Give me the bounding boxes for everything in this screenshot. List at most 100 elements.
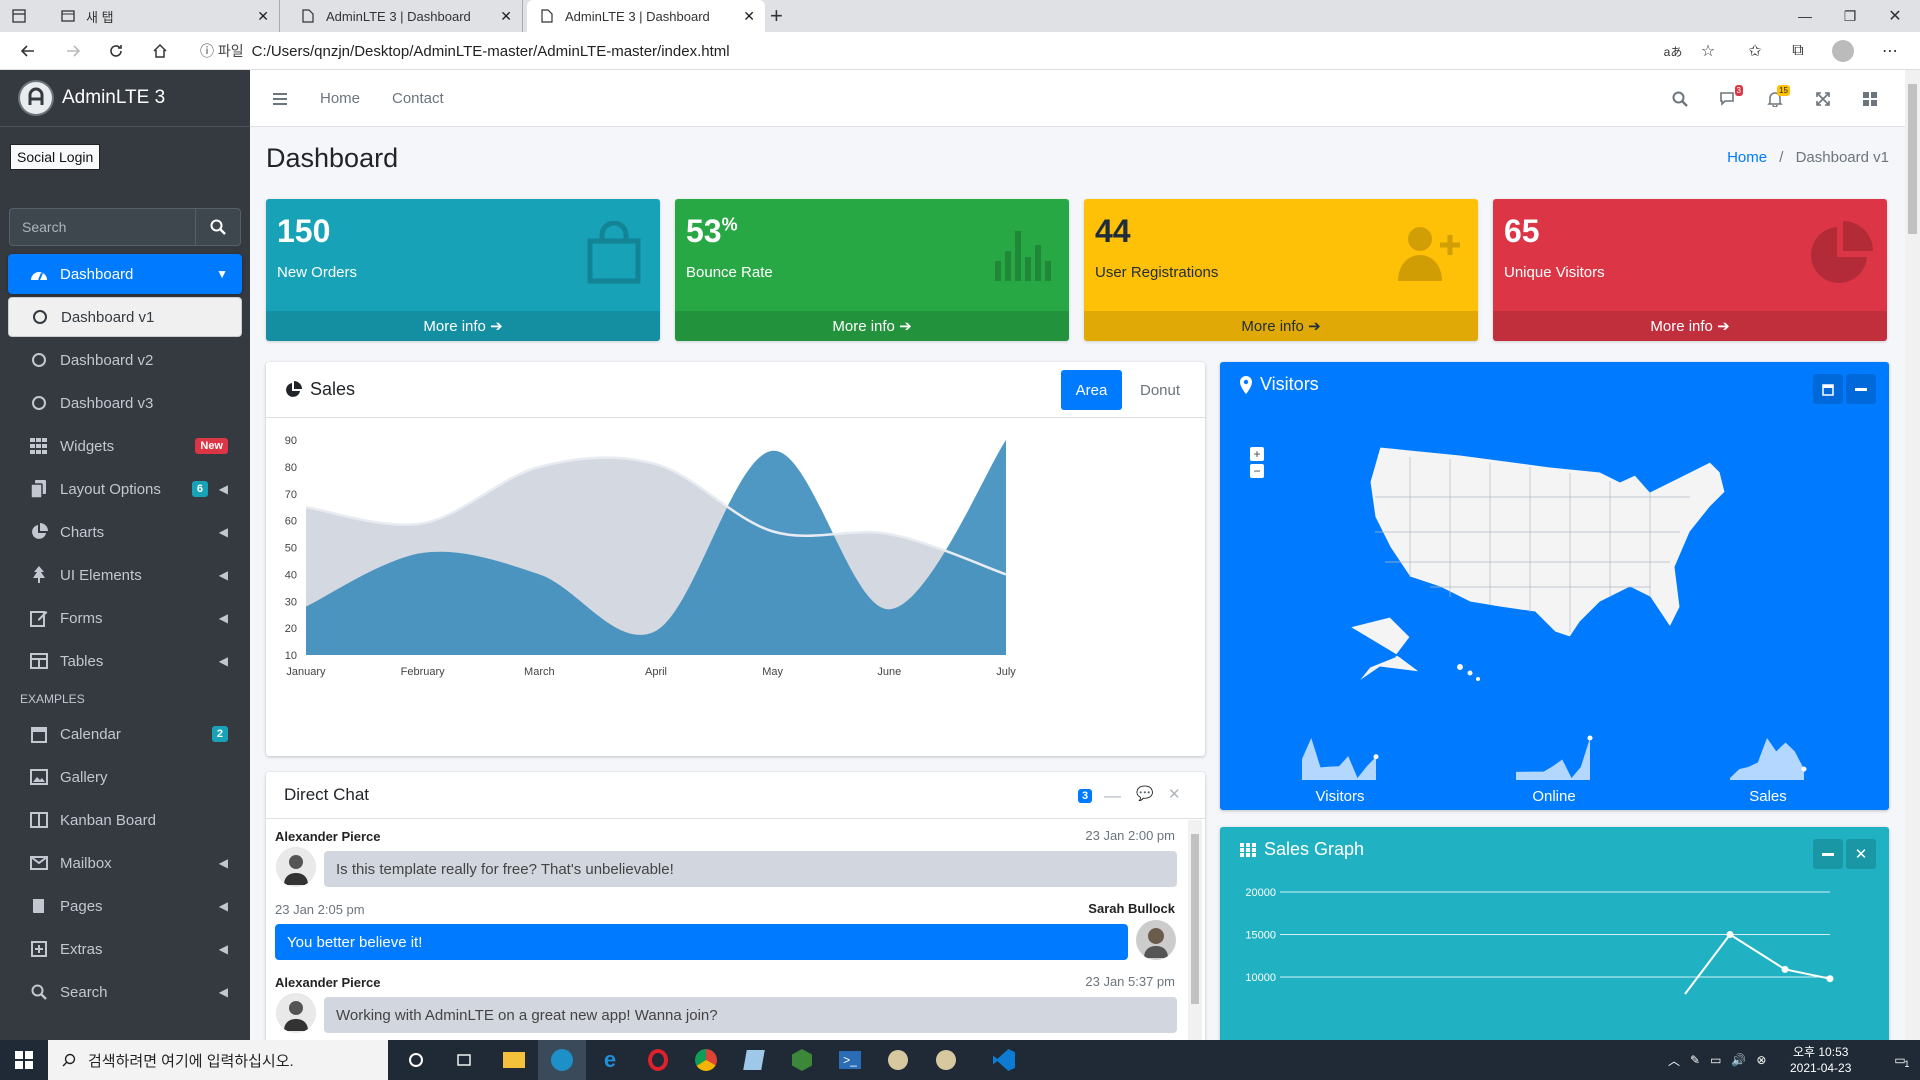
ie-button[interactable]: e: [586, 1040, 634, 1080]
sidebar-item-ui-elements[interactable]: UI Elements ◀: [8, 555, 242, 595]
minimize-button[interactable]: —: [1798, 8, 1812, 24]
restore-button[interactable]: ❐: [1843, 7, 1857, 24]
sidebar-item-layout-options[interactable]: Layout Options 6 ◀: [8, 469, 242, 509]
refresh-button[interactable]: [98, 32, 134, 70]
fullscreen-button[interactable]: [1803, 70, 1843, 127]
back-button[interactable]: [10, 32, 46, 70]
start-button[interactable]: [0, 1040, 48, 1080]
collections-button[interactable]: ⧉: [1783, 36, 1813, 66]
site-info-label[interactable]: ⓘ 파일: [200, 43, 244, 59]
powershell-button[interactable]: >_: [826, 1040, 874, 1080]
sidebar-toggle-button[interactable]: [260, 70, 300, 127]
sidebar-item-label: Forms: [60, 609, 103, 627]
navbar-search-button[interactable]: [1660, 70, 1700, 127]
app-button[interactable]: [922, 1040, 970, 1080]
more-info-link[interactable]: More info ➔: [266, 311, 660, 341]
app-button[interactable]: [874, 1040, 922, 1080]
collapse-chat-button[interactable]: —: [1104, 786, 1121, 805]
profile-button[interactable]: [1828, 36, 1858, 66]
breadcrumb-home-link[interactable]: Home: [1727, 149, 1768, 166]
vscode-button[interactable]: [980, 1040, 1028, 1080]
sidebar-item-gallery[interactable]: Gallery: [8, 757, 242, 797]
sidebar-item-widgets[interactable]: Widgets New: [8, 426, 242, 466]
refresh-icon: [110, 45, 122, 57]
sidebar-item-calendar[interactable]: Calendar 2: [8, 714, 242, 754]
network-icon[interactable]: ▭: [1710, 1053, 1722, 1067]
chevron-up-icon[interactable]: ︿: [1668, 1053, 1681, 1068]
zoom-in-button[interactable]: +: [1250, 447, 1264, 461]
sidebar-item-kanban[interactable]: Kanban Board: [8, 800, 242, 840]
home-button[interactable]: [142, 32, 178, 70]
remove-button[interactable]: ✕: [1846, 839, 1876, 869]
close-tab-icon[interactable]: ✕: [500, 7, 512, 24]
contacts-toggle-icon[interactable]: 💬: [1136, 785, 1154, 801]
taskbar-search[interactable]: 검색하려면 여기에 입력하십시오.: [48, 1040, 388, 1080]
sidebar-item-dashboard[interactable]: Dashboard ▼: [8, 254, 242, 294]
close-tab-icon[interactable]: ✕: [743, 7, 755, 24]
sidebar-item-search[interactable]: Search ◀: [8, 972, 242, 1012]
close-chat-button[interactable]: ✕: [1168, 786, 1181, 803]
favorites-button[interactable]: ✩: [1740, 36, 1770, 66]
social-login-button[interactable]: Social Login: [10, 144, 101, 170]
notification-center-button[interactable]: ▭ 1: [1880, 1040, 1920, 1080]
nodejs-button[interactable]: [778, 1040, 826, 1080]
zoom-out-button[interactable]: −: [1250, 464, 1264, 478]
more-info-link[interactable]: More info ➔: [1084, 311, 1478, 341]
more-info-link[interactable]: More info ➔: [675, 311, 1069, 341]
sidebar-search-input[interactable]: Search: [9, 208, 195, 246]
edge-button[interactable]: [538, 1040, 586, 1080]
pen-icon[interactable]: ✎: [1690, 1053, 1701, 1067]
tab-new[interactable]: 새 탭 ✕: [48, 0, 280, 32]
sidebar-search-button[interactable]: [195, 208, 241, 246]
settings-more-button[interactable]: ⋯: [1875, 36, 1905, 66]
tab-dashboard-2[interactable]: AdminLTE 3 | Dashboard ✕: [527, 0, 765, 32]
sidebar-item-dashboard-v2[interactable]: Dashboard v2: [8, 340, 242, 380]
chrome-button[interactable]: [682, 1040, 730, 1080]
more-info-link[interactable]: More info ➔: [1493, 311, 1887, 341]
chat-scrollbar[interactable]: [1188, 820, 1202, 1040]
sidebar-item-charts[interactable]: Charts ◀: [8, 512, 242, 552]
notepad-button[interactable]: [730, 1040, 778, 1080]
more-info-label: More info: [1241, 317, 1304, 335]
url-field[interactable]: ⓘ 파일 C:/Users/qnzjn/Desktop/AdminLTE-mas…: [200, 37, 730, 65]
new-tab-button[interactable]: +: [770, 0, 800, 32]
brand-link[interactable]: AdminLTE 3: [0, 70, 250, 127]
tab-dashboard-1[interactable]: AdminLTE 3 | Dashboard ✕: [288, 0, 523, 32]
ime-icon[interactable]: ⊗: [1756, 1053, 1767, 1067]
close-window-button[interactable]: ✕: [1888, 8, 1902, 25]
opera-button[interactable]: [634, 1040, 682, 1080]
messages-button[interactable]: 3: [1708, 70, 1748, 127]
sidebar-item-tables[interactable]: Tables ◀: [8, 641, 242, 681]
volume-icon[interactable]: 🔊: [1731, 1053, 1747, 1067]
sidebar-item-pages[interactable]: Pages ◀: [8, 886, 242, 926]
message-bubble: Working with AdminLTE on a great new app…: [324, 997, 1177, 1033]
app-icon: [888, 1050, 908, 1070]
collapse-button[interactable]: [1813, 839, 1843, 869]
sidebar-item-dashboard-v3[interactable]: Dashboard v3: [8, 383, 242, 423]
notifications-badge: 15: [1777, 85, 1790, 96]
sidebar-item-extras[interactable]: Extras ◀: [8, 929, 242, 969]
sidebar-item-dashboard-v1[interactable]: Dashboard v1: [8, 297, 242, 337]
sidebar-item-forms[interactable]: Forms ◀: [8, 598, 242, 638]
read-aloud-button[interactable]: aあ: [1658, 36, 1688, 66]
tab-donut[interactable]: Donut: [1139, 381, 1181, 399]
close-tab-icon[interactable]: ✕: [257, 7, 269, 24]
url-text[interactable]: C:/Users/qnzjn/Desktop/AdminLTE-master/A…: [251, 42, 730, 60]
notifications-button[interactable]: 15: [1755, 70, 1795, 127]
date-range-button[interactable]: [1813, 374, 1843, 404]
cortana-button[interactable]: [392, 1040, 440, 1080]
us-map[interactable]: [1350, 437, 1750, 697]
forward-button[interactable]: [55, 32, 91, 70]
tab-area[interactable]: Area: [1061, 370, 1122, 410]
nav-contact-link[interactable]: Contact: [392, 90, 444, 107]
add-favorite-button[interactable]: ☆: [1693, 36, 1723, 66]
page-scrollbar[interactable]: [1905, 70, 1920, 1040]
task-view-button[interactable]: [440, 1040, 488, 1080]
clock[interactable]: 오후 10:53 2021-04-23: [1790, 1040, 1851, 1080]
control-sidebar-button[interactable]: [1850, 70, 1890, 127]
sidebar-item-mailbox[interactable]: Mailbox ◀: [8, 843, 242, 883]
file-explorer-button[interactable]: [490, 1040, 538, 1080]
nav-home-link[interactable]: Home: [320, 90, 361, 107]
tab-actions-button[interactable]: [0, 0, 42, 32]
collapse-button[interactable]: [1846, 374, 1876, 404]
